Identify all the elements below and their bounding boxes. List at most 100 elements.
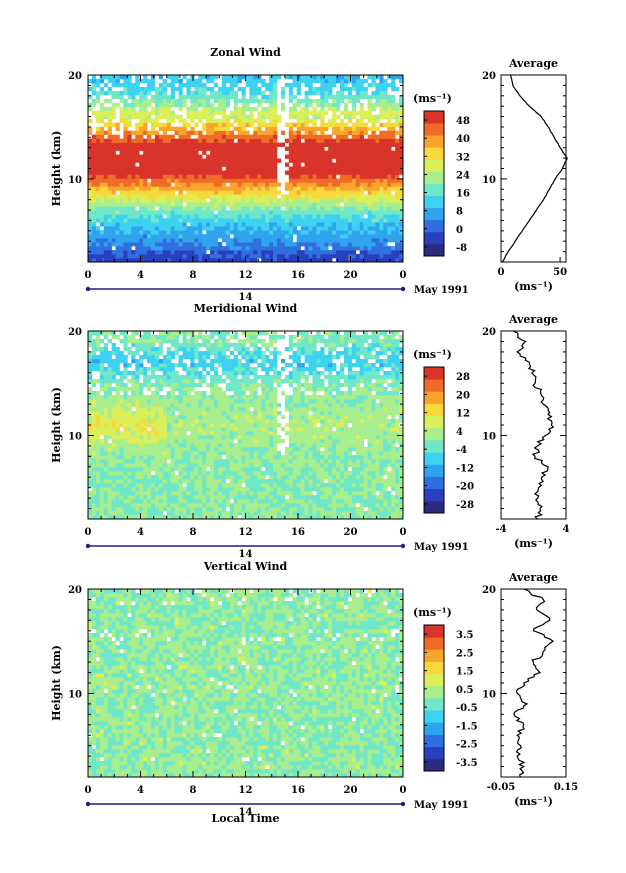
heatmap-cell <box>143 214 148 219</box>
heatmap-cell <box>391 78 396 84</box>
heatmap-cell <box>221 90 227 96</box>
heatmap-cell <box>383 182 388 187</box>
heatmap-cell <box>139 226 144 231</box>
heatmap-cell <box>355 182 360 187</box>
heatmap-cell <box>131 491 136 496</box>
heatmap-cell <box>399 146 404 151</box>
heatmap-cell <box>190 114 195 120</box>
heatmap-cell <box>241 198 246 203</box>
heatmap-cell <box>399 487 404 492</box>
heatmap-cell <box>296 459 301 464</box>
heatmap-cell <box>332 178 337 183</box>
heatmap-cell <box>312 471 317 476</box>
heatmap-cell <box>375 234 380 239</box>
heatmap-cell <box>194 230 199 235</box>
heatmap-cell <box>292 463 297 468</box>
heatmap-cell <box>355 78 360 84</box>
heatmap-cell <box>245 150 250 155</box>
heatmap-cell <box>210 174 215 179</box>
heatmap-cell <box>233 98 238 104</box>
heatmap-cell <box>127 246 132 251</box>
heatmap-cell <box>249 455 254 460</box>
heatmap-cell <box>269 174 274 179</box>
heatmap-cell <box>336 242 341 247</box>
heatmap-cell <box>214 455 219 460</box>
heatmap-cell <box>308 258 313 263</box>
heatmap-cell <box>269 130 274 135</box>
heatmap-cell <box>103 166 108 171</box>
heatmap-cell <box>103 475 108 480</box>
heatmap-cell <box>253 242 258 247</box>
heatmap-cell <box>186 214 191 219</box>
heatmap-cell <box>332 210 337 215</box>
heatmap-cell <box>162 110 168 116</box>
heatmap-cell <box>300 110 305 116</box>
heatmap-cell <box>194 90 199 96</box>
heatmap-cell <box>174 491 179 496</box>
heatmap-cell <box>111 158 116 163</box>
heatmap-cell <box>332 106 337 112</box>
heatmap-cell <box>221 483 227 488</box>
heatmap-cell <box>304 250 309 255</box>
heatmap-cell <box>265 507 270 512</box>
heatmap-cell <box>347 178 353 183</box>
heatmap-cell <box>312 75 317 80</box>
heatmap-cell <box>143 186 148 191</box>
heatmap-cell <box>127 110 132 116</box>
heatmap-cell <box>162 206 168 211</box>
heatmap-cell <box>308 118 313 124</box>
heatmap-cell <box>304 451 309 456</box>
heatmap-cell <box>351 515 357 520</box>
heatmap-cell <box>237 114 242 120</box>
heatmap-cell <box>178 250 183 255</box>
heatmap-cell <box>265 214 270 219</box>
heatmap-cell <box>343 226 349 231</box>
heatmap-cell <box>371 471 376 476</box>
heatmap-cell <box>300 182 305 187</box>
heatmap-cell <box>88 186 93 191</box>
heatmap-cell <box>324 483 329 488</box>
heatmap-cell <box>257 499 262 504</box>
heatmap-cell <box>107 495 112 500</box>
heatmap-cell <box>355 154 360 159</box>
heatmap-cell <box>395 214 400 219</box>
heatmap-cell <box>261 90 266 96</box>
heatmap-cell <box>166 467 171 472</box>
heatmap-cell <box>198 443 203 448</box>
heatmap-cell <box>88 182 93 187</box>
heatmap-cell <box>363 202 368 207</box>
heatmap-cell <box>269 202 274 207</box>
heatmap-cell <box>308 202 313 207</box>
heatmap-cell <box>395 234 400 239</box>
heatmap-cell <box>206 106 211 112</box>
heatmap-cell <box>103 110 108 116</box>
heatmap-cell <box>178 162 183 167</box>
heatmap-cell <box>336 162 341 167</box>
heatmap-cell <box>103 451 108 456</box>
heatmap-cell <box>304 234 309 239</box>
heatmap-cell <box>359 106 364 112</box>
heatmap-cell <box>277 515 282 520</box>
heatmap-cell <box>139 507 144 512</box>
heatmap-cell <box>288 94 294 100</box>
heatmap-cell <box>288 511 294 516</box>
heatmap-cell <box>296 234 301 239</box>
heatmap-cell <box>217 511 223 516</box>
heatmap-cell <box>288 158 294 163</box>
heatmap-cell <box>288 222 294 227</box>
heatmap-cell <box>320 114 325 120</box>
heatmap-cell <box>123 150 128 155</box>
heatmap-cell <box>324 254 329 259</box>
heatmap-cell <box>88 190 93 195</box>
heatmap-cell <box>214 138 219 143</box>
heatmap-cell <box>95 150 101 155</box>
heatmap-cell <box>182 218 187 223</box>
heatmap-cell <box>316 447 321 452</box>
heatmap-cell <box>351 214 357 219</box>
heatmap-cell <box>95 194 101 199</box>
heatmap-cell <box>351 206 357 211</box>
heatmap-cell <box>127 194 132 199</box>
heatmap-cell <box>206 479 211 484</box>
heatmap-cell <box>340 475 345 480</box>
